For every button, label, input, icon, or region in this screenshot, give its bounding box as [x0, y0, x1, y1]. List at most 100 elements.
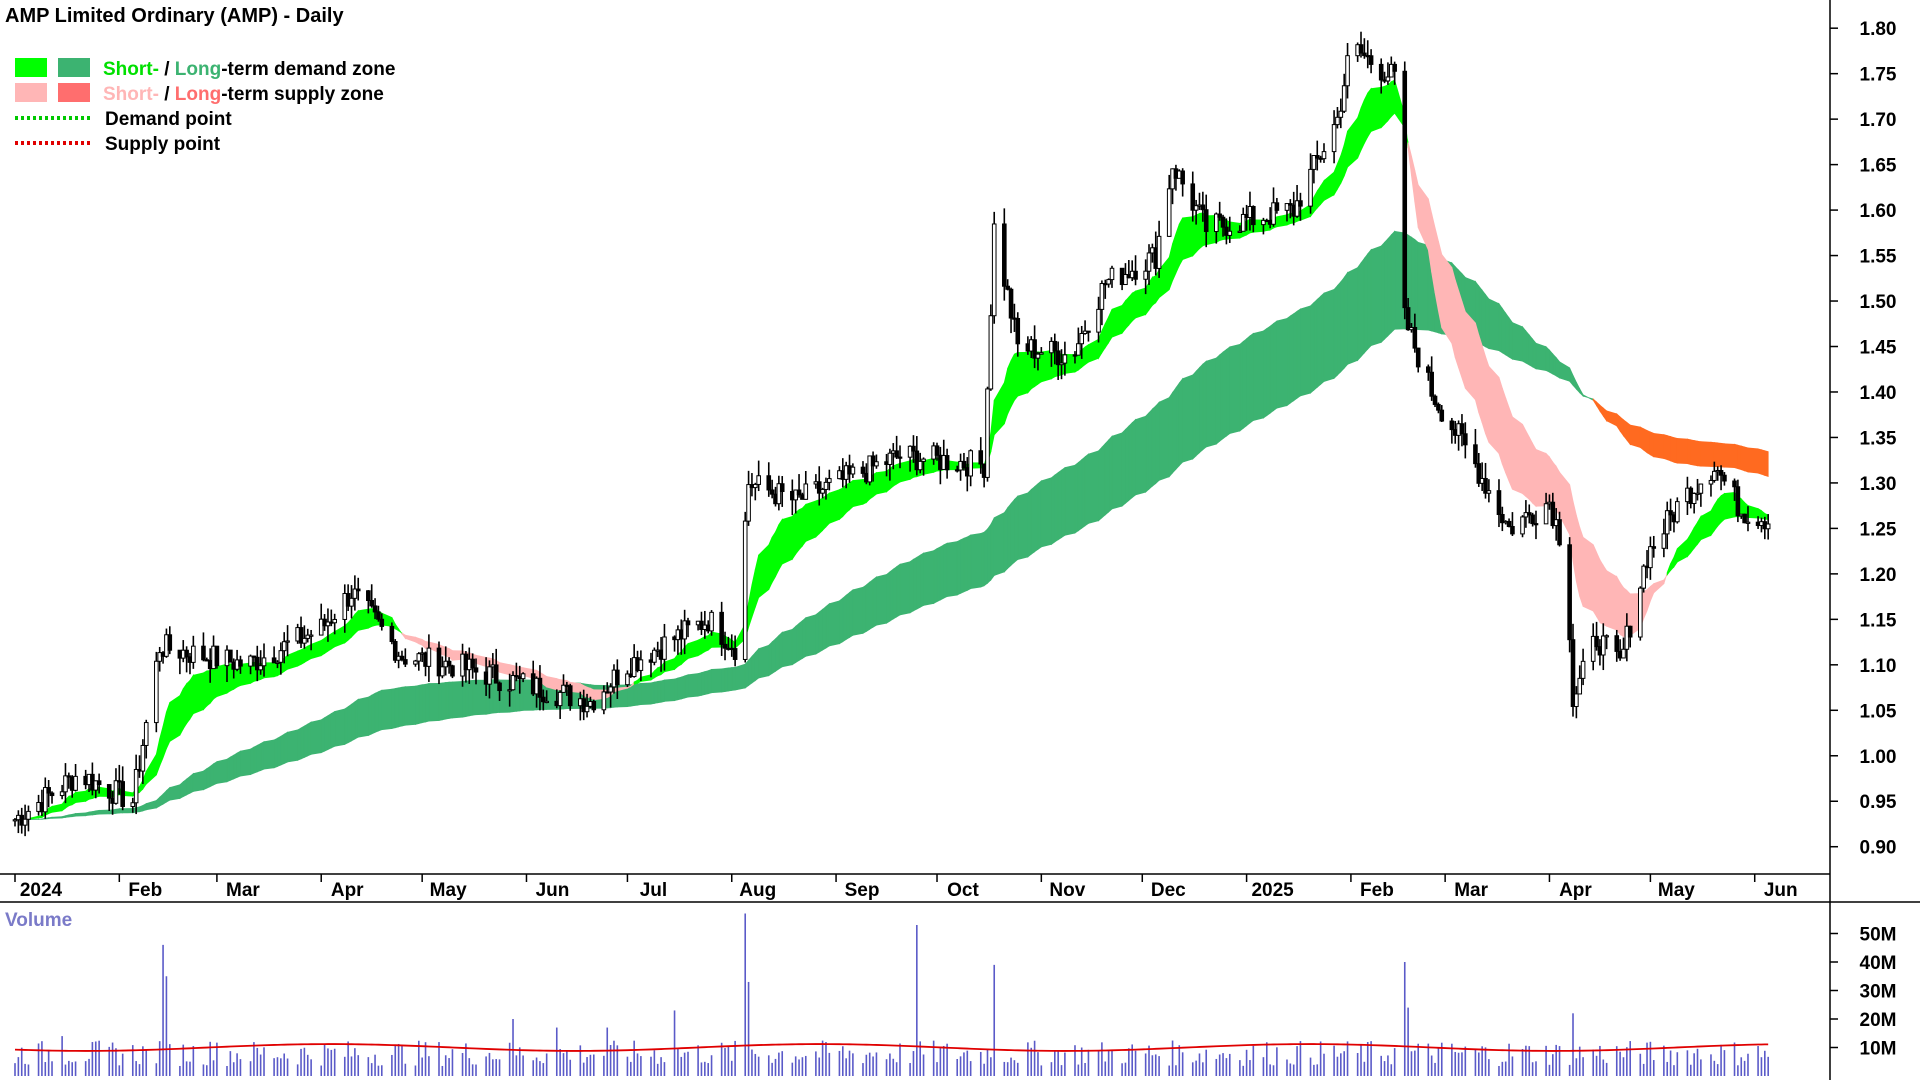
candle-body [601, 691, 607, 711]
legend-demand-point-label: Demand point [105, 109, 232, 130]
candle-body [1032, 339, 1037, 359]
short-term-zone-segment [1478, 334, 1483, 423]
short-term-zone-segment [1532, 441, 1537, 508]
candle-body [1429, 371, 1434, 397]
long-term-zone-segment [1387, 233, 1392, 337]
long-term-zone-segment [839, 597, 844, 645]
long-term-zone-segment [943, 542, 948, 599]
candle-body [1506, 520, 1512, 528]
long-term-zone-segment [1363, 252, 1369, 354]
short-term-zone-segment [1017, 351, 1029, 397]
candle-body [389, 625, 395, 643]
long-term-zone-segment [1676, 438, 1688, 465]
short-term-zone-segment [300, 647, 305, 666]
long-term-zone-segment [1151, 405, 1157, 487]
long-term-zone-segment [1242, 337, 1247, 430]
candle-body [722, 643, 728, 649]
candle-body [1533, 523, 1539, 526]
candle-body [271, 657, 277, 664]
long-term-zone-segment [347, 703, 352, 744]
candle-body [827, 478, 832, 483]
short-term-zone-segment [354, 609, 359, 635]
x-tick-label: Feb [128, 880, 162, 901]
long-term-zone-segment [1724, 443, 1735, 468]
long-term-zone-segment [748, 655, 753, 687]
candle-body [507, 689, 512, 692]
short-term-zone-segment [1151, 275, 1157, 307]
long-term-zone-segment [1498, 302, 1503, 354]
candle-body [201, 645, 206, 661]
candle-body [561, 684, 566, 693]
candle-body [1439, 409, 1445, 422]
long-term-zone-segment [421, 683, 426, 724]
candle-body [1675, 501, 1680, 523]
long-term-zone-segment [1380, 241, 1385, 344]
long-term-zone-segment [1293, 310, 1298, 402]
long-term-zone-segment [1545, 345, 1550, 373]
candle-body [719, 611, 724, 645]
candle-body [1099, 283, 1105, 310]
long-term-zone-segment [1101, 442, 1106, 519]
candle-body [1123, 274, 1128, 286]
short-term-zone-segment [1508, 407, 1513, 490]
long-term-zone-segment [1182, 374, 1194, 463]
candle-body [154, 660, 159, 724]
long-term-zone-segment [987, 523, 992, 585]
short-term-zone-segment [1128, 292, 1133, 327]
short-term-zone-segment [842, 483, 847, 518]
y-tick-label: 1.30 [1860, 474, 1897, 495]
candle-body [1079, 333, 1085, 345]
long-term-zone-segment [472, 679, 477, 716]
short-term-zone-segment [791, 511, 797, 561]
long-term-zone-segment [492, 679, 497, 714]
long-term-zone-segment [1061, 466, 1066, 539]
candle-body [1368, 55, 1374, 65]
short-term-zone-segment [1360, 99, 1365, 151]
long-term-zone-segment [1670, 436, 1675, 463]
short-term-zone-segment [1276, 214, 1288, 228]
candle-body [1722, 474, 1727, 482]
long-term-zone-segment [1690, 439, 1695, 466]
candle-body [440, 666, 445, 677]
long-term-zone-segment [115, 808, 120, 814]
long-term-zone-segment [1549, 349, 1554, 375]
long-term-zone-segment [418, 684, 423, 725]
candle-body [487, 666, 492, 685]
candle-body [988, 315, 994, 390]
short-term-zone-segment [1461, 301, 1466, 389]
short-term-zone-segment [1481, 345, 1486, 434]
long-term-zone-segment [1337, 280, 1342, 376]
short-term-zone-segment [347, 617, 352, 642]
long-term-zone-segment [1488, 298, 1500, 352]
long-term-zone-segment [354, 698, 359, 740]
long-term-zone-segment [1263, 327, 1268, 419]
long-term-zone-segment [966, 534, 972, 591]
long-term-zone-segment [91, 810, 97, 816]
candle-body [302, 637, 307, 644]
long-term-zone-segment [468, 679, 474, 717]
long-term-zone-segment [351, 700, 356, 742]
long-term-zone-segment [307, 721, 312, 757]
y-tick-label: 1.55 [1860, 247, 1897, 268]
long-term-zone-segment [701, 671, 706, 696]
long-term-zone-segment [724, 667, 729, 692]
long-term-zone-segment [1320, 292, 1325, 386]
long-term-zone-segment [674, 677, 679, 702]
candle-body [820, 488, 825, 494]
y-tick-label: 1.75 [1860, 65, 1897, 86]
candle-body [261, 657, 267, 667]
y-tick-label: 1.50 [1860, 292, 1897, 313]
long-term-zone-segment [939, 544, 945, 601]
long-term-zone-segment [640, 682, 652, 706]
candle-body [662, 636, 667, 660]
candle-body [228, 649, 233, 663]
long-term-zone-segment [727, 667, 733, 692]
candle-body [510, 675, 516, 691]
candle-body [1086, 330, 1091, 333]
candle-body [685, 620, 691, 626]
short-term-zone-segment [1464, 310, 1476, 401]
x-tick-label: Jul [640, 880, 667, 901]
long-term-zone-segment [334, 708, 346, 747]
candle-body [867, 455, 873, 483]
long-term-zone-segment [256, 742, 262, 773]
